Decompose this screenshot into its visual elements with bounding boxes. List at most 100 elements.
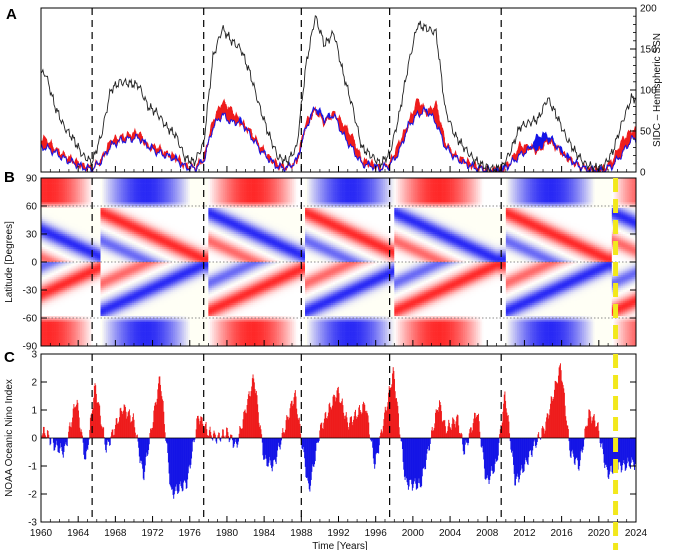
- heatmap-cell: [45, 189, 47, 191]
- heatmap-cell: [125, 199, 127, 201]
- heatmap-cell: [71, 202, 73, 204]
- heatmap-cell: [99, 286, 101, 288]
- heatmap-cell: [52, 271, 54, 273]
- heatmap-cell: [69, 219, 71, 221]
- heatmap-cell: [112, 219, 114, 221]
- heatmap-cell: [73, 314, 75, 316]
- heatmap-cell: [82, 331, 84, 333]
- heatmap-cell: [61, 240, 63, 242]
- heatmap-cell: [50, 337, 52, 339]
- heatmap-cell: [52, 307, 54, 309]
- heatmap-cell: [119, 325, 121, 327]
- heatmap-cell: [86, 305, 88, 307]
- heatmap-cell: [127, 251, 129, 253]
- heatmap-cell: [80, 241, 82, 243]
- heatmap-cell: [119, 284, 121, 286]
- heatmap-cell: [99, 281, 101, 283]
- heatmap-cell: [115, 271, 117, 273]
- heatmap-cell: [67, 340, 69, 342]
- heatmap-cell: [108, 284, 110, 286]
- heatmap-cell: [87, 277, 89, 279]
- heatmap-cell: [114, 322, 116, 324]
- heatmap-cell: [114, 200, 116, 202]
- heatmap-cell: [61, 217, 63, 219]
- heatmap-cell: [87, 294, 89, 296]
- heatmap-cell: [65, 191, 67, 193]
- heatmap-cell: [89, 189, 91, 191]
- heatmap-cell: [73, 215, 75, 217]
- heatmap-cell: [43, 324, 45, 326]
- heatmap-cell: [71, 208, 73, 210]
- heatmap-cell: [95, 251, 97, 253]
- heatmap-cell: [119, 307, 121, 309]
- heatmap-cell: [78, 264, 80, 266]
- heatmap-cell: [121, 286, 123, 288]
- heatmap-cell: [74, 236, 76, 238]
- heatmap-cell: [97, 266, 99, 268]
- heatmap-cell: [65, 213, 67, 215]
- heatmap-cell: [114, 275, 116, 277]
- heatmap-cell: [87, 286, 89, 288]
- heatmap-cell: [58, 268, 60, 270]
- heatmap-cell: [115, 327, 117, 329]
- heatmap-cell: [121, 217, 123, 219]
- heatmap-cell: [50, 189, 52, 191]
- heatmap-cell: [115, 329, 117, 331]
- heatmap-cell: [99, 234, 101, 236]
- heatmap-cell: [104, 329, 106, 331]
- heatmap-cell: [82, 238, 84, 240]
- heatmap-cell: [93, 307, 95, 309]
- heatmap-cell: [84, 309, 86, 311]
- heatmap-cell: [115, 238, 117, 240]
- heatmap-cell: [54, 221, 56, 223]
- heatmap-cell: [123, 189, 125, 191]
- heatmap-cell: [112, 333, 114, 335]
- heatmap-cell: [117, 311, 119, 313]
- heatmap-cell: [82, 221, 84, 223]
- heatmap-cell: [54, 271, 56, 273]
- heatmap-cell: [69, 232, 71, 234]
- heatmap-cell: [45, 331, 47, 333]
- heatmap-cell: [61, 199, 63, 201]
- heatmap-cell: [63, 327, 65, 329]
- heatmap-cell: [60, 210, 62, 212]
- heatmap-cell: [119, 281, 121, 283]
- heatmap-cell: [45, 227, 47, 229]
- heatmap-cell: [128, 301, 130, 303]
- heatmap-cell: [104, 275, 106, 277]
- heatmap-cell: [60, 249, 62, 251]
- heatmap-cell: [74, 245, 76, 247]
- heatmap-cell: [65, 258, 67, 260]
- heatmap-cell: [114, 268, 116, 270]
- heatmap-cell: [87, 256, 89, 258]
- heatmap-cell: [78, 290, 80, 292]
- heatmap-cell: [71, 264, 73, 266]
- heatmap-cell: [52, 275, 54, 277]
- heatmap-cell: [54, 219, 56, 221]
- heatmap-cell: [54, 245, 56, 247]
- heatmap-cell: [110, 197, 112, 199]
- heatmap-cell: [123, 337, 125, 339]
- heatmap-cell: [93, 301, 95, 303]
- heatmap-cell: [101, 335, 103, 337]
- heatmap-cell: [91, 260, 93, 262]
- heatmap-cell: [86, 264, 88, 266]
- heatmap-cell: [63, 236, 65, 238]
- heatmap-cell: [110, 324, 112, 326]
- heatmap-cell: [43, 339, 45, 341]
- heatmap-cell: [76, 193, 78, 195]
- heatmap-cell: [43, 227, 45, 229]
- heatmap-cell: [101, 284, 103, 286]
- heatmap-cell: [112, 286, 114, 288]
- heatmap-cell: [80, 200, 82, 202]
- heatmap-cell: [58, 189, 60, 191]
- heatmap-cell: [71, 309, 73, 311]
- heatmap-cell: [93, 223, 95, 225]
- heatmap-cell: [86, 325, 88, 327]
- heatmap-cell: [87, 264, 89, 266]
- heatmap-cell: [73, 273, 75, 275]
- heatmap-cell: [123, 309, 125, 311]
- heatmap-cell: [56, 197, 58, 199]
- heatmap-cell: [125, 185, 127, 187]
- heatmap-cell: [78, 249, 80, 251]
